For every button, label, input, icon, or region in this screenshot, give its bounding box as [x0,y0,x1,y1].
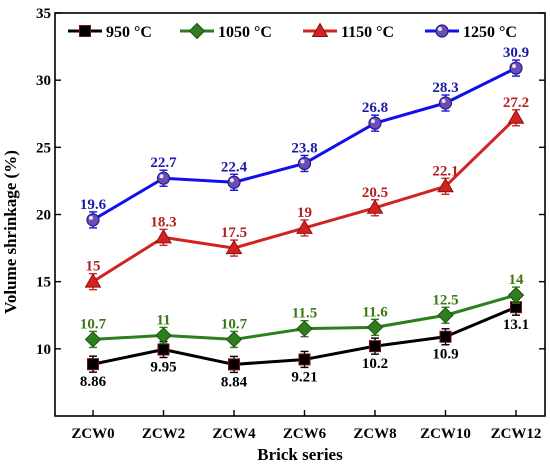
data-point [437,177,454,193]
y-tick-label: 35 [36,6,51,22]
series-1: 10.7 11 10.7 11.5 11.6 12.5 14 [80,272,525,349]
data-point [438,96,453,110]
circle-marker-highlight [441,99,446,104]
data-label: 12.5 [432,292,458,308]
data-point [84,273,102,288]
data-label: 22.1 [432,163,458,179]
legend-marker [435,24,449,38]
data-label: 8.86 [80,374,107,390]
data-label: 22.7 [150,155,177,171]
data-point [155,327,172,344]
data-point [296,219,313,234]
data-point [439,330,452,343]
data-label: 14 [509,272,525,288]
legend-label: 950 °C [106,24,152,41]
data-point [87,358,99,371]
circle-marker-highlight [512,64,516,69]
data-point [366,319,384,336]
data-label: 10.9 [432,347,458,363]
data-label: 20.5 [362,185,388,201]
x-tick-label: ZCW4 [212,426,256,442]
circle-marker-highlight [230,178,234,183]
legend-label: 1150 °C [341,24,394,41]
data-label: 9.95 [150,360,176,376]
data-label: 10.7 [221,316,248,332]
data-point [507,286,525,304]
data-point [155,228,172,244]
data-point [157,343,170,356]
legend-item-3: 1250 °C [425,24,517,41]
data-label: 8.84 [221,374,248,390]
data-point [369,340,381,353]
circle-marker-highlight [159,174,164,179]
data-label: 19 [297,205,312,221]
data-label: 19.6 [80,197,107,213]
series-2: 15 18.3 17.5 19 20.5 22.1 27.2 [84,95,529,291]
x-tick-label: ZCW6 [283,426,327,442]
data-label: 22.4 [221,159,248,175]
circle-marker-highlight [371,119,375,124]
legend-item-1: 1050 °C [180,22,272,41]
data-label: 28.3 [432,80,458,96]
y-tick-label: 15 [36,275,51,291]
data-label: 10.7 [80,316,107,332]
data-point [86,213,100,227]
data-point [509,61,523,75]
data-label: 11.5 [292,306,317,322]
data-label: 11 [156,312,170,328]
x-tick-label: ZCW8 [353,426,396,442]
data-label: 18.3 [150,214,176,230]
legend-label: 1250 °C [463,24,517,41]
legend-marker [79,25,91,37]
x-tick-label: ZCW12 [491,426,542,442]
data-point [297,156,312,171]
data-label: 17.5 [221,225,247,241]
data-point [225,331,243,348]
data-point [296,320,313,337]
data-label: 11.6 [362,304,388,320]
legend-item-2: 1150 °C [303,22,394,41]
series-0: 8.86 9.95 8.84 9.21 10.2 10.9 13.1 [80,298,529,390]
x-tick-label: ZCW0 [71,426,114,442]
data-point [366,199,384,214]
x-axis-label: Brick series [257,445,343,464]
legend-marker [311,22,329,37]
y-axis-label: Volume shrinkage (%) [1,150,20,314]
y-tick-label: 10 [36,342,51,358]
data-point [225,239,243,255]
data-point [507,109,525,124]
data-label: 13.1 [503,317,529,333]
x-tick-label: ZCW2 [142,426,185,442]
data-label: 26.8 [362,100,388,116]
legend-item-0: 950 °C [68,24,152,41]
data-label: 27.2 [503,95,529,111]
data-label: 23.8 [291,140,317,156]
legend-marker [188,22,206,40]
data-label: 9.21 [291,369,317,385]
data-point [84,331,102,348]
legend-label: 1050 °C [218,24,272,41]
circle-marker-highlight [89,215,93,220]
data-point [156,171,171,185]
data-point [228,358,240,371]
data-point [298,353,311,366]
data-label: 15 [86,259,101,275]
circle-marker-highlight [300,159,305,164]
circle-marker-highlight [438,27,442,31]
legend: 950 °C 1050 °C 1150 °C 1250 °C [68,22,517,41]
y-tick-label: 25 [36,140,51,156]
series-3: 19.6 22.7 22.4 23.8 26.8 28.3 30.9 [80,45,529,229]
data-point [227,175,241,189]
series-layer: 8.86 9.95 8.84 9.21 10.2 10.9 13.1 10.7 11 10.7 11… [80,45,529,390]
y-axis: 10 15 20 25 30 35 [36,6,545,358]
y-tick-label: 30 [36,73,51,89]
data-label: 30.9 [503,45,529,61]
x-tick-label: ZCW10 [420,426,471,442]
data-label: 10.2 [362,356,388,372]
y-tick-label: 20 [36,208,51,224]
x-axis: ZCW0 ZCW2 ZCW4 ZCW6 ZCW8 ZCW10 ZCW12 [71,410,541,442]
data-point [368,116,382,130]
data-point [437,307,454,324]
